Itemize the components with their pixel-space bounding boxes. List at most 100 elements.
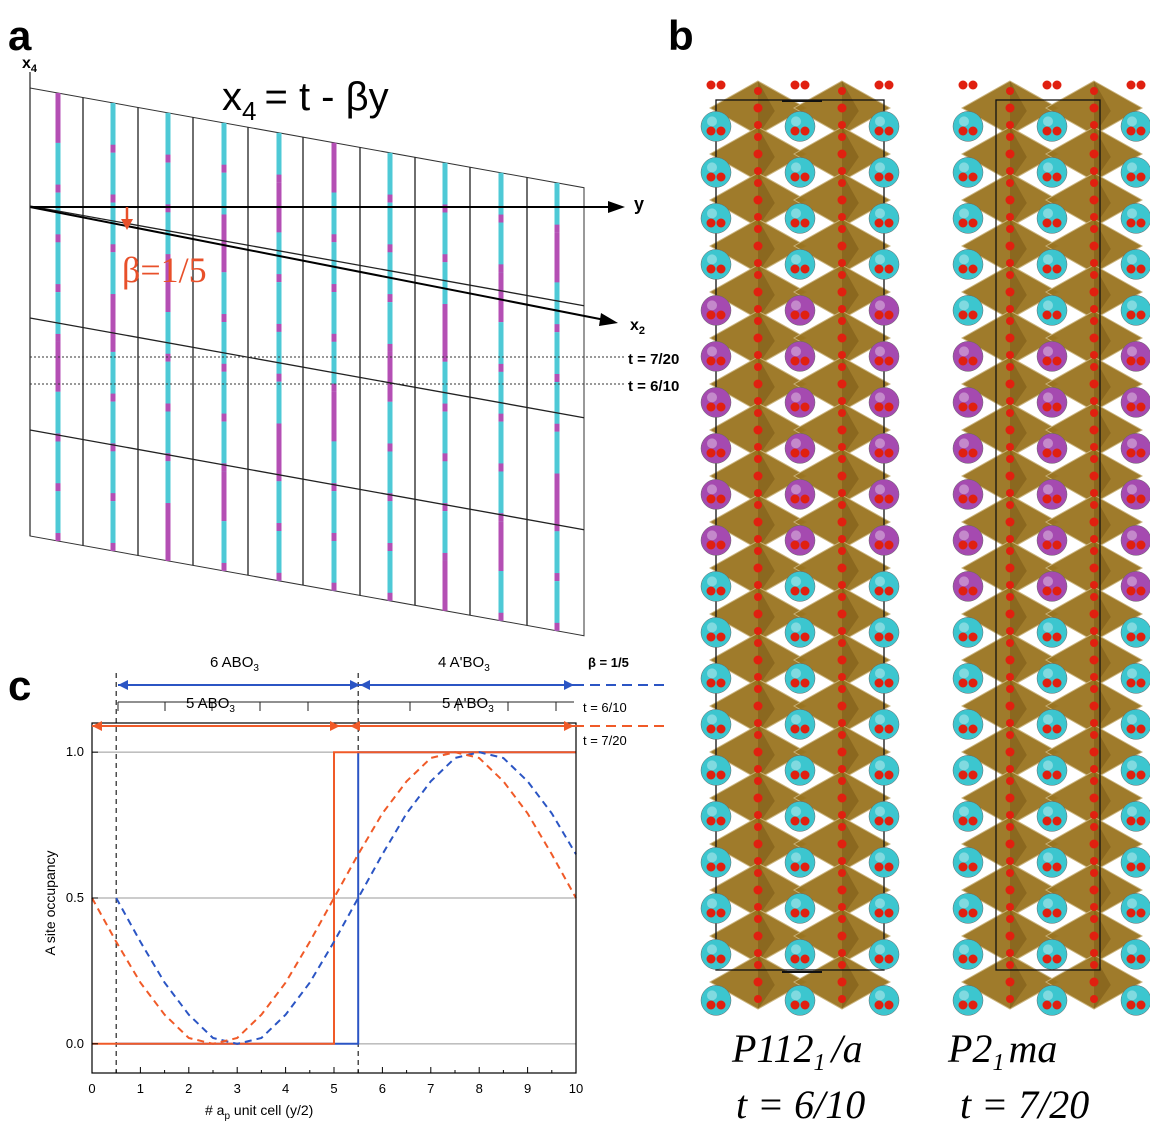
oxygen-atom <box>790 540 800 550</box>
octahedron-shade <box>758 679 775 733</box>
oxygen-atom <box>1052 310 1062 320</box>
oxygen-atom <box>884 586 894 596</box>
octahedron-shade <box>1010 679 1027 733</box>
oxygen-atom <box>716 80 726 90</box>
oxygen-atom <box>958 540 968 550</box>
atom-highlight <box>1043 392 1053 403</box>
a-prime-site-atom <box>700 249 732 280</box>
octahedron-shade <box>1094 81 1111 135</box>
a-site-atom <box>1036 479 1068 510</box>
oxygen-atom <box>754 455 762 463</box>
oxygen-atom <box>716 816 726 826</box>
atom-highlight <box>1127 162 1137 173</box>
octahedron-shade <box>842 81 859 135</box>
octahedron-shade <box>1010 311 1027 365</box>
oxygen-atom <box>1006 995 1014 1003</box>
oxygen-atom <box>1042 264 1052 274</box>
atom-highlight <box>1127 208 1137 219</box>
legend-t2: t = 7/20 <box>583 733 627 748</box>
oxygen-atom <box>838 995 846 1003</box>
oxygen-atom <box>838 823 846 831</box>
atom-highlight <box>875 438 885 449</box>
octahedron-shade <box>842 403 859 457</box>
oxygen-atom <box>706 908 716 918</box>
octahedron-shade <box>758 541 775 595</box>
oxygen-atom <box>874 678 884 688</box>
octahedron-shade <box>1094 909 1111 963</box>
oxygen-atom <box>968 770 978 780</box>
oxygen-atom <box>716 356 726 366</box>
oxygen-atom <box>838 121 846 129</box>
atom-highlight <box>707 760 717 771</box>
oxygen-atom <box>837 425 847 435</box>
octahedron-shade <box>1010 219 1027 273</box>
oxygen-atom <box>800 954 810 964</box>
superspace-lattice <box>29 72 625 637</box>
oxygen-atom <box>958 724 968 734</box>
oxygen-atom <box>1090 133 1098 141</box>
oxygen-atom <box>753 793 763 803</box>
oxygen-atom <box>754 87 762 95</box>
oxygen-atom <box>1126 448 1136 458</box>
oxygen-atom <box>1005 333 1015 343</box>
oxygen-atom <box>958 310 968 320</box>
oxygen-atom <box>958 264 968 274</box>
a-prime-site-atom <box>784 249 816 280</box>
oxygen-atom <box>706 770 716 780</box>
oxygen-atom <box>1005 977 1015 987</box>
octahedron-shade <box>1010 955 1027 1009</box>
oxygen-atom <box>753 195 763 205</box>
atom-highlight <box>875 162 885 173</box>
oxygen-atom <box>1005 287 1015 297</box>
oxygen-atom <box>706 724 716 734</box>
oxygen-atom <box>1006 121 1014 129</box>
oxygen-atom <box>754 351 762 359</box>
oxygen-atom <box>884 310 894 320</box>
oxygen-atom <box>1042 172 1052 182</box>
oxygen-atom <box>754 213 762 221</box>
octahedron-shade <box>1094 357 1111 411</box>
oxygen-atom <box>754 777 762 785</box>
a-site-atom <box>784 295 816 326</box>
oxygen-atom <box>706 540 716 550</box>
oxygen-atom <box>1090 823 1098 831</box>
oxygen-atom <box>753 103 763 113</box>
oxygen-atom <box>1006 903 1014 911</box>
bracket-arrowhead <box>564 680 574 690</box>
oxygen-atom <box>837 287 847 297</box>
oxygen-atom <box>790 724 800 734</box>
oxygen-atom <box>1042 80 1052 90</box>
a-site-atom <box>868 479 900 510</box>
oxygen-atom <box>754 731 762 739</box>
oxygen-atom <box>838 167 846 175</box>
bracket-arrowhead <box>350 680 360 690</box>
a-site-atom <box>952 525 984 556</box>
oxygen-atom <box>1090 179 1098 187</box>
a-prime-site-atom <box>700 709 732 740</box>
oxygen-atom <box>800 862 810 872</box>
a-prime-site-atom <box>1036 295 1068 326</box>
oxygen-atom <box>754 501 762 509</box>
oxygen-atom <box>1089 701 1099 711</box>
octahedron-shade <box>842 863 859 917</box>
oxygen-atom <box>1006 961 1014 969</box>
a-prime-site-atom <box>952 847 984 878</box>
octahedron-shade <box>758 817 775 871</box>
oxygen-atom <box>754 811 762 819</box>
atom-highlight <box>875 484 885 495</box>
lattice-sloped-line <box>29 317 585 419</box>
octahedron-shade <box>842 357 859 411</box>
oxygen-atom <box>968 310 978 320</box>
bracket-annotations <box>92 680 668 731</box>
oxygen-atom <box>1089 839 1099 849</box>
a-prime-site-atom <box>1120 203 1150 234</box>
oxygen-atom <box>1090 317 1098 325</box>
oxygen-atom <box>1090 765 1098 773</box>
oxygen-atom <box>1006 133 1014 141</box>
oxygen-atom <box>958 678 968 688</box>
oxygen-atom <box>874 264 884 274</box>
oxygen-atom <box>874 816 884 826</box>
octahedron-shade <box>1010 403 1027 457</box>
oxygen-atom <box>1005 241 1015 251</box>
oxygen-atom <box>1042 770 1052 780</box>
